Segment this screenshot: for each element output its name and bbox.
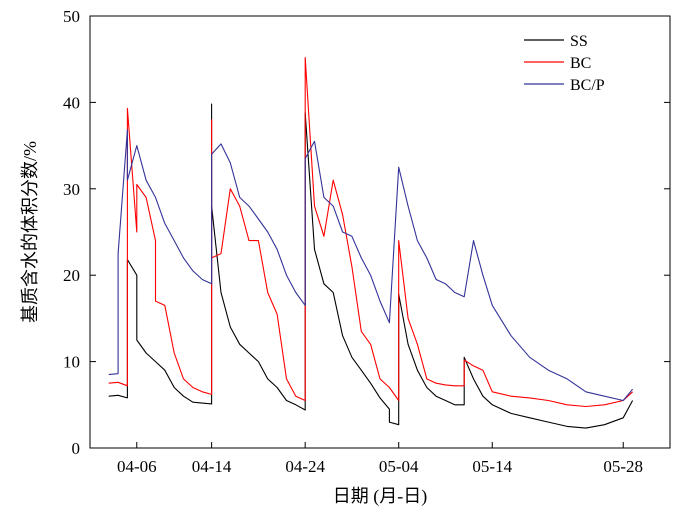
- x-tick-label: 05-14: [472, 457, 512, 476]
- series-line-bc: [108, 56, 633, 408]
- series-line-ss: [108, 103, 634, 429]
- plot-frame: [89, 15, 671, 449]
- series-layer: [108, 56, 634, 429]
- axes: 0 10 20 30 40 50 04-06 04-14 04-24 05-04 05-14 05-2…: [63, 7, 671, 476]
- y-tick-label: 10: [63, 353, 80, 372]
- x-tick-label: 05-28: [603, 457, 643, 476]
- y-tick-label: 20: [63, 266, 80, 285]
- legend: SS BC BC/P: [524, 33, 605, 94]
- x-axis-title: 日期 (月-日): [333, 486, 427, 507]
- legend-label: BC: [570, 55, 591, 72]
- y-tick-label: 30: [63, 180, 80, 199]
- legend-label: SS: [570, 33, 588, 50]
- y-tick-label: 50: [63, 7, 80, 26]
- x-tick-label: 04-24: [285, 457, 325, 476]
- y-axis-title: 基质含水的体积分数/%: [20, 141, 40, 323]
- series-line-bc-p: [108, 129, 634, 402]
- y-tick-label: 40: [63, 93, 80, 112]
- y-tick-label: 0: [72, 439, 81, 458]
- legend-label: BC/P: [570, 77, 605, 94]
- x-tick-label: 04-06: [117, 457, 157, 476]
- x-tick-label: 05-04: [379, 457, 419, 476]
- x-tick-label: 04-14: [192, 457, 232, 476]
